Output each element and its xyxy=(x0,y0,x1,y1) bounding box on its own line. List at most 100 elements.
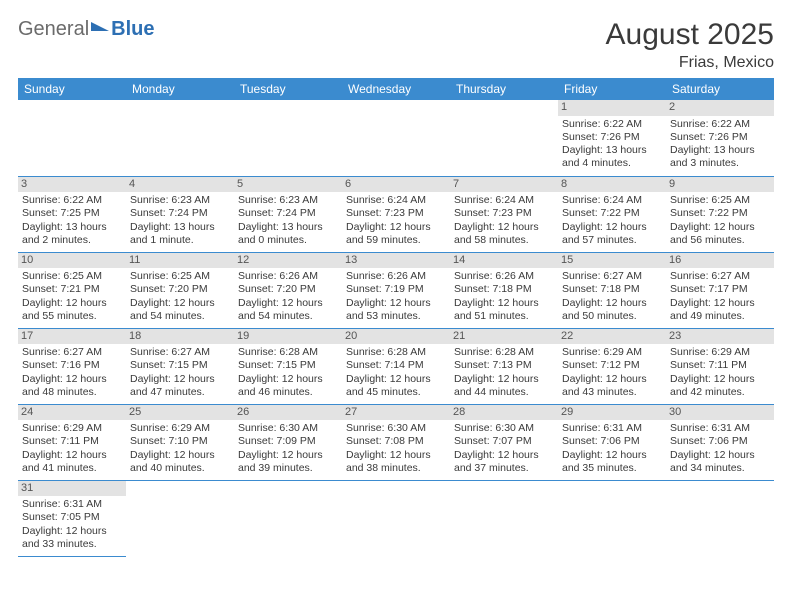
logo-text-blue: Blue xyxy=(111,18,154,41)
sunset-line: Sunset: 7:13 PM xyxy=(454,359,554,372)
sunrise-line: Sunrise: 6:29 AM xyxy=(562,346,662,359)
day-number: 6 xyxy=(342,177,450,193)
sunset-line: Sunset: 7:21 PM xyxy=(22,283,122,296)
day-number: 19 xyxy=(234,329,342,345)
calendar-week-row: 24Sunrise: 6:29 AMSunset: 7:11 PMDayligh… xyxy=(18,404,774,480)
day-header-row: SundayMondayTuesdayWednesdayThursdayFrid… xyxy=(18,78,774,100)
sunset-line: Sunset: 7:20 PM xyxy=(238,283,338,296)
day-header: Tuesday xyxy=(234,78,342,100)
calendar-cell: 30Sunrise: 6:31 AMSunset: 7:06 PMDayligh… xyxy=(666,404,774,480)
daylight-line: Daylight: 12 hours and 33 minutes. xyxy=(22,525,122,551)
sunrise-line: Sunrise: 6:25 AM xyxy=(670,194,770,207)
calendar-cell: 8Sunrise: 6:24 AMSunset: 7:22 PMDaylight… xyxy=(558,176,666,252)
calendar-cell xyxy=(450,100,558,176)
sunrise-line: Sunrise: 6:30 AM xyxy=(238,422,338,435)
day-number: 8 xyxy=(558,177,666,193)
calendar-cell xyxy=(126,100,234,176)
day-number: 28 xyxy=(450,405,558,421)
sunrise-line: Sunrise: 6:31 AM xyxy=(22,498,122,511)
calendar-cell: 23Sunrise: 6:29 AMSunset: 7:11 PMDayligh… xyxy=(666,328,774,404)
day-header: Sunday xyxy=(18,78,126,100)
sunrise-line: Sunrise: 6:24 AM xyxy=(454,194,554,207)
day-number: 27 xyxy=(342,405,450,421)
daylight-line: Daylight: 13 hours and 2 minutes. xyxy=(22,221,122,247)
sunrise-line: Sunrise: 6:28 AM xyxy=(346,346,446,359)
sunset-line: Sunset: 7:11 PM xyxy=(22,435,122,448)
sunrise-line: Sunrise: 6:22 AM xyxy=(562,118,662,131)
calendar-cell: 16Sunrise: 6:27 AMSunset: 7:17 PMDayligh… xyxy=(666,252,774,328)
day-header: Thursday xyxy=(450,78,558,100)
daylight-line: Daylight: 12 hours and 57 minutes. xyxy=(562,221,662,247)
day-number: 22 xyxy=(558,329,666,345)
sunrise-line: Sunrise: 6:29 AM xyxy=(22,422,122,435)
sunset-line: Sunset: 7:22 PM xyxy=(562,207,662,220)
day-number: 26 xyxy=(234,405,342,421)
calendar-week-row: 10Sunrise: 6:25 AMSunset: 7:21 PMDayligh… xyxy=(18,252,774,328)
sunset-line: Sunset: 7:12 PM xyxy=(562,359,662,372)
calendar-cell: 17Sunrise: 6:27 AMSunset: 7:16 PMDayligh… xyxy=(18,328,126,404)
day-number: 9 xyxy=(666,177,774,193)
daylight-line: Daylight: 12 hours and 53 minutes. xyxy=(346,297,446,323)
daylight-line: Daylight: 12 hours and 41 minutes. xyxy=(22,449,122,475)
calendar-cell: 3Sunrise: 6:22 AMSunset: 7:25 PMDaylight… xyxy=(18,176,126,252)
day-number: 15 xyxy=(558,253,666,269)
sunset-line: Sunset: 7:15 PM xyxy=(238,359,338,372)
day-number: 11 xyxy=(126,253,234,269)
calendar-cell xyxy=(558,480,666,556)
sunrise-line: Sunrise: 6:26 AM xyxy=(346,270,446,283)
calendar-cell xyxy=(18,100,126,176)
sunset-line: Sunset: 7:23 PM xyxy=(346,207,446,220)
daylight-line: Daylight: 12 hours and 55 minutes. xyxy=(22,297,122,323)
day-number: 23 xyxy=(666,329,774,345)
calendar-week-row: 31Sunrise: 6:31 AMSunset: 7:05 PMDayligh… xyxy=(18,480,774,556)
calendar-cell: 25Sunrise: 6:29 AMSunset: 7:10 PMDayligh… xyxy=(126,404,234,480)
sunset-line: Sunset: 7:25 PM xyxy=(22,207,122,220)
calendar-cell: 11Sunrise: 6:25 AMSunset: 7:20 PMDayligh… xyxy=(126,252,234,328)
day-number: 31 xyxy=(18,481,126,497)
calendar-week-row: 17Sunrise: 6:27 AMSunset: 7:16 PMDayligh… xyxy=(18,328,774,404)
sunset-line: Sunset: 7:14 PM xyxy=(346,359,446,372)
sunset-line: Sunset: 7:17 PM xyxy=(670,283,770,296)
day-number: 16 xyxy=(666,253,774,269)
sunset-line: Sunset: 7:06 PM xyxy=(562,435,662,448)
calendar-cell xyxy=(666,480,774,556)
calendar-cell: 13Sunrise: 6:26 AMSunset: 7:19 PMDayligh… xyxy=(342,252,450,328)
daylight-line: Daylight: 12 hours and 45 minutes. xyxy=(346,373,446,399)
sunrise-line: Sunrise: 6:24 AM xyxy=(562,194,662,207)
sunrise-line: Sunrise: 6:30 AM xyxy=(346,422,446,435)
daylight-line: Daylight: 12 hours and 54 minutes. xyxy=(238,297,338,323)
header-row: General Blue August 2025 Frias, Mexico xyxy=(18,18,774,72)
sunrise-line: Sunrise: 6:29 AM xyxy=(670,346,770,359)
calendar-cell: 10Sunrise: 6:25 AMSunset: 7:21 PMDayligh… xyxy=(18,252,126,328)
sunset-line: Sunset: 7:18 PM xyxy=(454,283,554,296)
sunrise-line: Sunrise: 6:31 AM xyxy=(562,422,662,435)
sunrise-line: Sunrise: 6:31 AM xyxy=(670,422,770,435)
calendar-cell: 27Sunrise: 6:30 AMSunset: 7:08 PMDayligh… xyxy=(342,404,450,480)
sunset-line: Sunset: 7:26 PM xyxy=(562,131,662,144)
day-number: 18 xyxy=(126,329,234,345)
day-header: Monday xyxy=(126,78,234,100)
calendar-cell: 1Sunrise: 6:22 AMSunset: 7:26 PMDaylight… xyxy=(558,100,666,176)
day-number: 3 xyxy=(18,177,126,193)
calendar-cell: 7Sunrise: 6:24 AMSunset: 7:23 PMDaylight… xyxy=(450,176,558,252)
calendar-body: 1Sunrise: 6:22 AMSunset: 7:26 PMDaylight… xyxy=(18,100,774,556)
calendar-cell: 19Sunrise: 6:28 AMSunset: 7:15 PMDayligh… xyxy=(234,328,342,404)
daylight-line: Daylight: 12 hours and 43 minutes. xyxy=(562,373,662,399)
calendar-week-row: 3Sunrise: 6:22 AMSunset: 7:25 PMDaylight… xyxy=(18,176,774,252)
sunrise-line: Sunrise: 6:25 AM xyxy=(22,270,122,283)
brand-logo: General Blue xyxy=(18,18,155,41)
sunrise-line: Sunrise: 6:28 AM xyxy=(454,346,554,359)
day-number: 24 xyxy=(18,405,126,421)
title-block: August 2025 Frias, Mexico xyxy=(606,18,774,72)
sunrise-line: Sunrise: 6:26 AM xyxy=(454,270,554,283)
calendar-cell: 4Sunrise: 6:23 AMSunset: 7:24 PMDaylight… xyxy=(126,176,234,252)
calendar-cell: 24Sunrise: 6:29 AMSunset: 7:11 PMDayligh… xyxy=(18,404,126,480)
day-header: Wednesday xyxy=(342,78,450,100)
day-number: 14 xyxy=(450,253,558,269)
calendar-cell: 31Sunrise: 6:31 AMSunset: 7:05 PMDayligh… xyxy=(18,480,126,556)
day-number: 10 xyxy=(18,253,126,269)
day-number: 20 xyxy=(342,329,450,345)
sunset-line: Sunset: 7:20 PM xyxy=(130,283,230,296)
sunrise-line: Sunrise: 6:30 AM xyxy=(454,422,554,435)
calendar-cell: 5Sunrise: 6:23 AMSunset: 7:24 PMDaylight… xyxy=(234,176,342,252)
